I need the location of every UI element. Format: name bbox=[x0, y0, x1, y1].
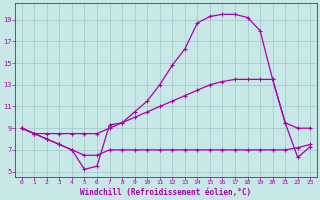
X-axis label: Windchill (Refroidissement éolien,°C): Windchill (Refroidissement éolien,°C) bbox=[80, 188, 252, 197]
